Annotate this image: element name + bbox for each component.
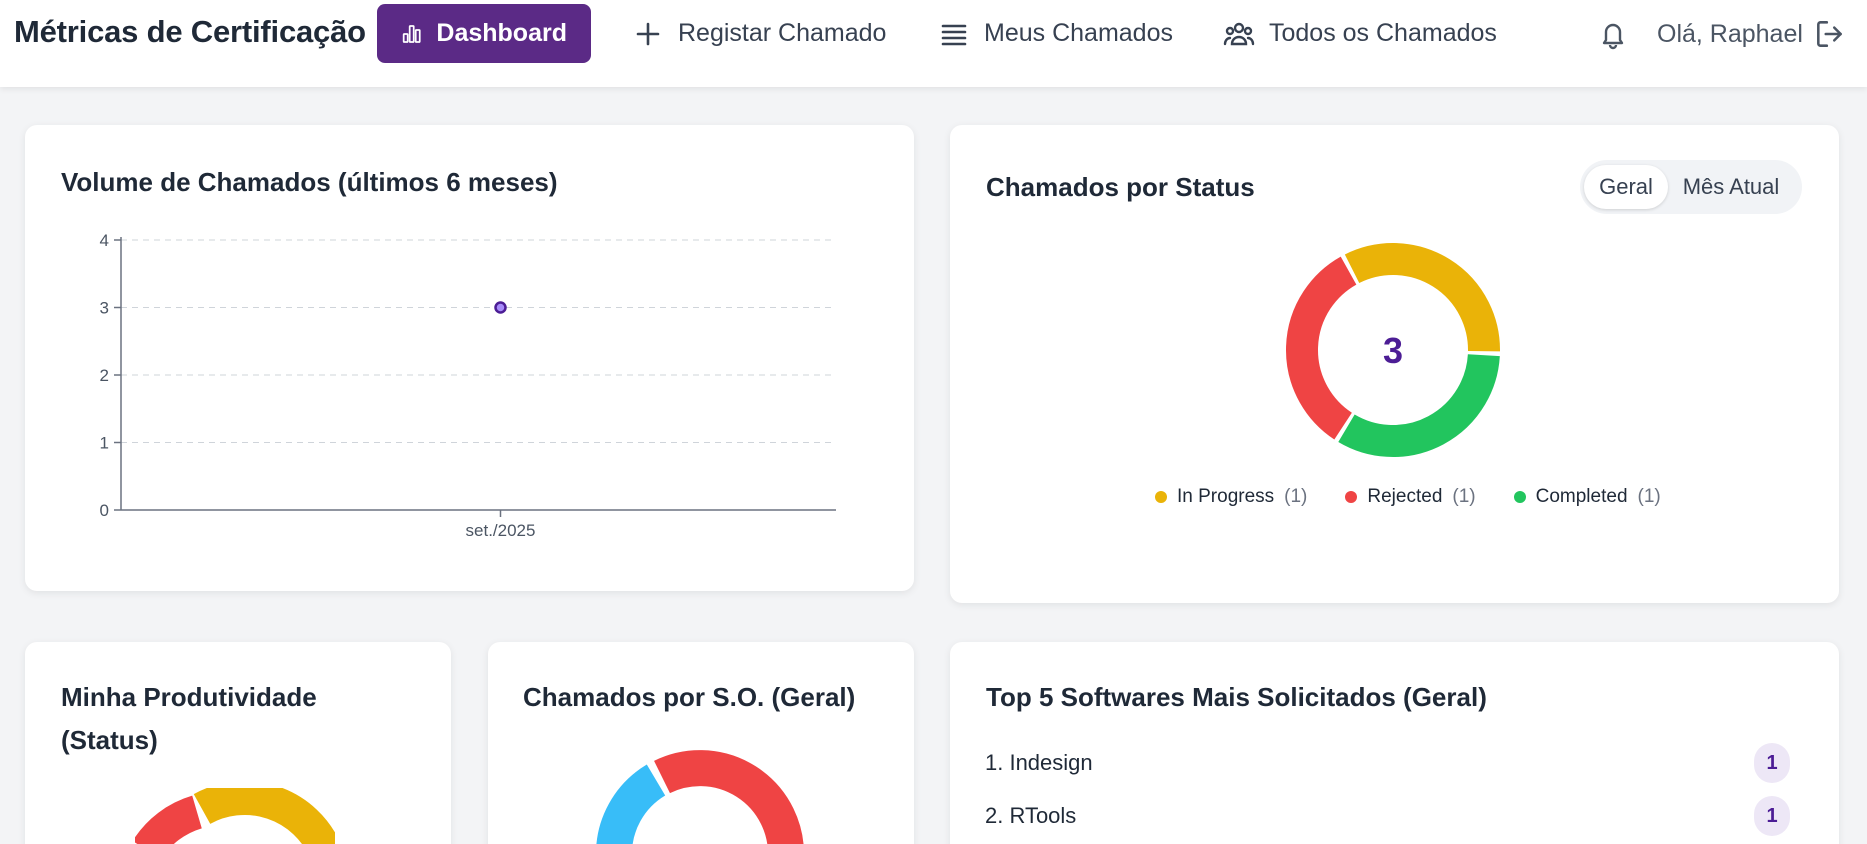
software-count-badge: 1 (1754, 743, 1790, 783)
slice-completed (1338, 353, 1500, 457)
produtividade-donut-chart (135, 788, 335, 844)
donut-total-label: 3 (1383, 330, 1403, 371)
legend-label-rejected: Rejected (1367, 486, 1443, 507)
toggle-geral[interactable]: Geral (1584, 165, 1668, 209)
software-count-badge: 1 (1754, 796, 1790, 836)
legend-dot-in-progress (1155, 491, 1167, 503)
software-name: 2. RTools (985, 803, 1077, 828)
produtividade-slice-rejected (135, 795, 203, 844)
nav-todos-label: Todos os Chamados (1269, 19, 1497, 47)
nav-todos-chamados[interactable]: Todos os Chamados (1199, 4, 1521, 63)
so-donut-chart (596, 750, 804, 844)
status-donut-chart: 3 (1286, 243, 1500, 457)
y-tick-label: 1 (100, 434, 109, 453)
plus-icon (636, 22, 660, 45)
data-point (494, 301, 507, 314)
nav-dashboard-label: Dashboard (436, 19, 567, 47)
status-legend: In Progress (1) Rejected (1) Completed (… (1155, 486, 1661, 508)
x-tick-label: set./2025 (466, 521, 536, 540)
legend-completed[interactable]: Completed (1) (1513, 486, 1661, 508)
bell-icon (1602, 23, 1624, 50)
nav-registar-chamado[interactable]: Registar Chamado (608, 4, 910, 63)
nav-dashboard[interactable]: Dashboard (377, 4, 591, 63)
nav-meus-chamados[interactable]: Meus Chamados (914, 4, 1197, 63)
nav-meus-label: Meus Chamados (984, 19, 1173, 47)
produtividade-title-line2: (Status) (61, 725, 158, 755)
legend-count-in-progress: (1) (1284, 486, 1308, 507)
so-slice-blue (596, 764, 666, 844)
list-item: 1. Indesign 1 (985, 743, 1790, 783)
brand-title: Métricas de Certificação (14, 14, 366, 49)
volume-line-chart: 0 1 2 3 4 set./2025 (100, 231, 836, 540)
slice-rejected (1286, 256, 1357, 440)
legend-in-progress[interactable]: In Progress (1) (1155, 486, 1307, 508)
y-tick-label: 2 (100, 366, 109, 385)
produtividade-slice-in-progress (193, 788, 335, 844)
y-tick-label: 3 (100, 299, 109, 318)
slice-in-progress (1344, 243, 1500, 352)
list-icon (941, 24, 967, 45)
legend-dot-rejected (1345, 491, 1358, 503)
user-greeting: Olá, Raphael (1657, 19, 1803, 48)
legend-rejected[interactable]: Rejected (1) (1345, 486, 1476, 508)
toggle-mes-atual[interactable]: Mês Atual (1682, 174, 1780, 199)
top-software-card-title: Top 5 Softwares Mais Solicitados (Geral) (986, 682, 1487, 712)
volume-card-title: Volume de Chamados (últimos 6 meses) (61, 167, 558, 197)
status-period-toggle: Geral Mês Atual (1580, 160, 1802, 214)
list-item: 2. RTools 1 (985, 796, 1790, 836)
top-software-card (950, 642, 1839, 844)
produtividade-title-line1: Minha Produtividade (61, 682, 317, 712)
volume-card (25, 125, 914, 591)
so-card (488, 642, 914, 844)
legend-label-in-progress: In Progress (1177, 486, 1275, 507)
so-card-title: Chamados por S.O. (Geral) (523, 682, 856, 712)
notifications-button[interactable] (1597, 16, 1629, 52)
top-navbar: Métricas de Certificação Dashboard Regis… (0, 0, 1867, 87)
logout-button[interactable] (1813, 16, 1847, 52)
software-name: 1. Indesign (985, 750, 1093, 775)
bar-chart-icon (402, 24, 421, 43)
produtividade-card-title: Minha Produtividade (Status) (61, 676, 317, 762)
y-tick-label: 4 (100, 231, 109, 250)
legend-label-completed: Completed (1535, 486, 1628, 507)
y-tick-label: 0 (100, 501, 109, 520)
legend-count-rejected: (1) (1452, 486, 1476, 507)
logout-icon (1817, 21, 1842, 47)
legend-dot-completed (1513, 491, 1526, 503)
status-card-title: Chamados por Status (986, 172, 1255, 202)
nav-registar-label: Registar Chamado (678, 19, 887, 47)
so-slice-red (654, 750, 804, 844)
legend-count-completed: (1) (1637, 486, 1661, 507)
users-icon (1223, 22, 1255, 45)
